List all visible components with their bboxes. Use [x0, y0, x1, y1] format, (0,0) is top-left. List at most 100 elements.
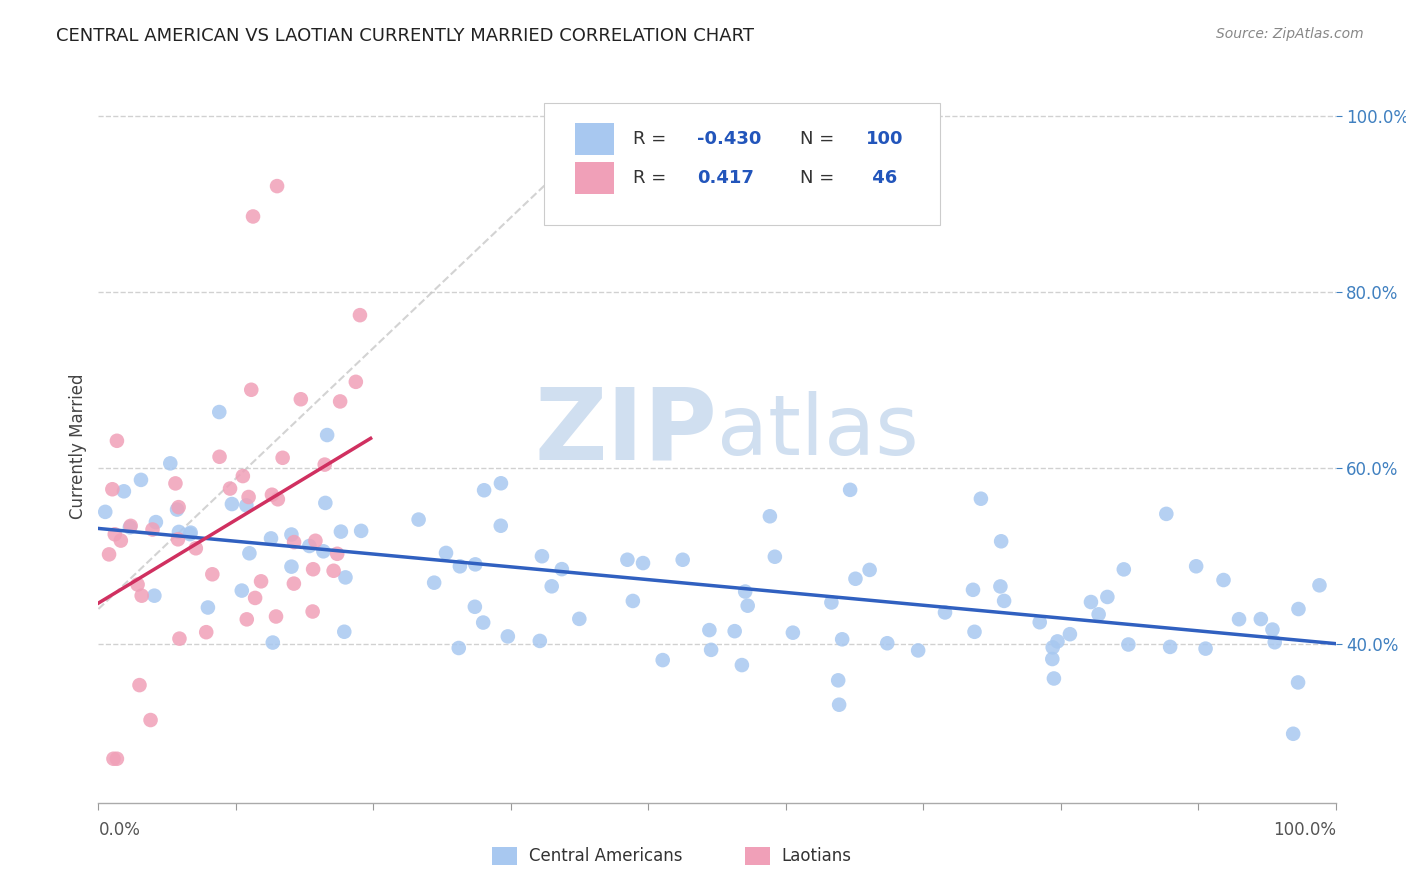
- Point: [970, 491, 993, 506]
- Point: [280, 527, 302, 541]
- Point: [110, 533, 132, 548]
- Point: [1212, 573, 1234, 587]
- Point: [699, 623, 721, 637]
- Text: 0.417: 0.417: [697, 169, 754, 187]
- Point: [167, 500, 190, 515]
- Point: [734, 584, 756, 599]
- Point: [990, 534, 1012, 549]
- Point: [314, 458, 336, 472]
- Point: [350, 524, 373, 538]
- Point: [489, 518, 512, 533]
- Point: [143, 589, 166, 603]
- Point: [94, 505, 117, 519]
- Point: [1250, 612, 1272, 626]
- Point: [464, 599, 486, 614]
- Point: [120, 519, 142, 533]
- Text: 100.0%: 100.0%: [1272, 821, 1336, 838]
- FancyBboxPatch shape: [544, 103, 939, 225]
- Point: [763, 549, 786, 564]
- Point: [250, 574, 273, 589]
- Point: [271, 450, 294, 465]
- Point: [1112, 562, 1135, 576]
- Point: [238, 490, 260, 504]
- Text: -0.430: -0.430: [697, 130, 762, 148]
- Point: [1159, 640, 1181, 654]
- Point: [301, 605, 323, 619]
- Point: [129, 473, 152, 487]
- Point: [219, 482, 242, 496]
- Point: [1046, 634, 1069, 648]
- Point: [167, 524, 190, 539]
- Point: [101, 482, 124, 496]
- Point: [304, 533, 326, 548]
- Point: [1087, 607, 1109, 622]
- Point: [290, 392, 312, 407]
- Point: [195, 625, 218, 640]
- Point: [298, 539, 321, 553]
- Point: [180, 525, 202, 540]
- Point: [262, 635, 284, 649]
- Point: [449, 559, 471, 574]
- Point: [280, 559, 302, 574]
- Point: [1097, 590, 1119, 604]
- Point: [1227, 612, 1250, 626]
- Point: [1040, 652, 1063, 666]
- Point: [208, 405, 231, 419]
- Point: [179, 527, 201, 541]
- Point: [335, 570, 357, 584]
- Point: [489, 476, 512, 491]
- Text: Source: ZipAtlas.com: Source: ZipAtlas.com: [1216, 27, 1364, 41]
- Point: [238, 546, 260, 560]
- Point: [1286, 675, 1309, 690]
- Point: [496, 629, 519, 643]
- Point: [759, 509, 782, 524]
- Point: [232, 469, 254, 483]
- Text: N =: N =: [800, 130, 834, 148]
- Point: [1042, 640, 1064, 655]
- Point: [127, 577, 149, 591]
- Point: [962, 582, 984, 597]
- Point: [529, 634, 551, 648]
- Point: [165, 476, 187, 491]
- Point: [105, 752, 128, 766]
- Point: [1194, 641, 1216, 656]
- Point: [118, 520, 141, 534]
- Point: [839, 483, 862, 497]
- Text: CENTRAL AMERICAN VS LAOTIAN CURRENTLY MARRIED CORRELATION CHART: CENTRAL AMERICAN VS LAOTIAN CURRENTLY MA…: [56, 27, 754, 45]
- Point: [631, 556, 654, 570]
- Point: [169, 632, 191, 646]
- Point: [105, 434, 128, 448]
- Point: [333, 624, 356, 639]
- Point: [963, 624, 986, 639]
- Point: [243, 591, 266, 605]
- Point: [141, 523, 163, 537]
- Point: [423, 575, 446, 590]
- Point: [876, 636, 898, 650]
- Text: ZIP: ZIP: [534, 384, 717, 480]
- Point: [221, 497, 243, 511]
- Point: [859, 563, 882, 577]
- Point: [447, 640, 470, 655]
- Text: Central Americans: Central Americans: [529, 847, 682, 865]
- Y-axis label: Currently Married: Currently Married: [69, 373, 87, 519]
- Point: [260, 488, 283, 502]
- Point: [616, 553, 638, 567]
- Point: [1156, 507, 1178, 521]
- Point: [737, 599, 759, 613]
- Point: [145, 515, 167, 529]
- Text: 100: 100: [866, 130, 903, 148]
- Point: [344, 375, 367, 389]
- Text: R =: R =: [633, 169, 678, 187]
- Point: [166, 502, 188, 516]
- Point: [1288, 602, 1310, 616]
- Point: [326, 547, 349, 561]
- Point: [302, 562, 325, 576]
- Point: [139, 713, 162, 727]
- Point: [1118, 638, 1140, 652]
- Point: [314, 496, 336, 510]
- Text: 0.0%: 0.0%: [98, 821, 141, 838]
- Point: [264, 609, 287, 624]
- Point: [266, 179, 288, 194]
- Point: [240, 383, 263, 397]
- Point: [530, 549, 553, 564]
